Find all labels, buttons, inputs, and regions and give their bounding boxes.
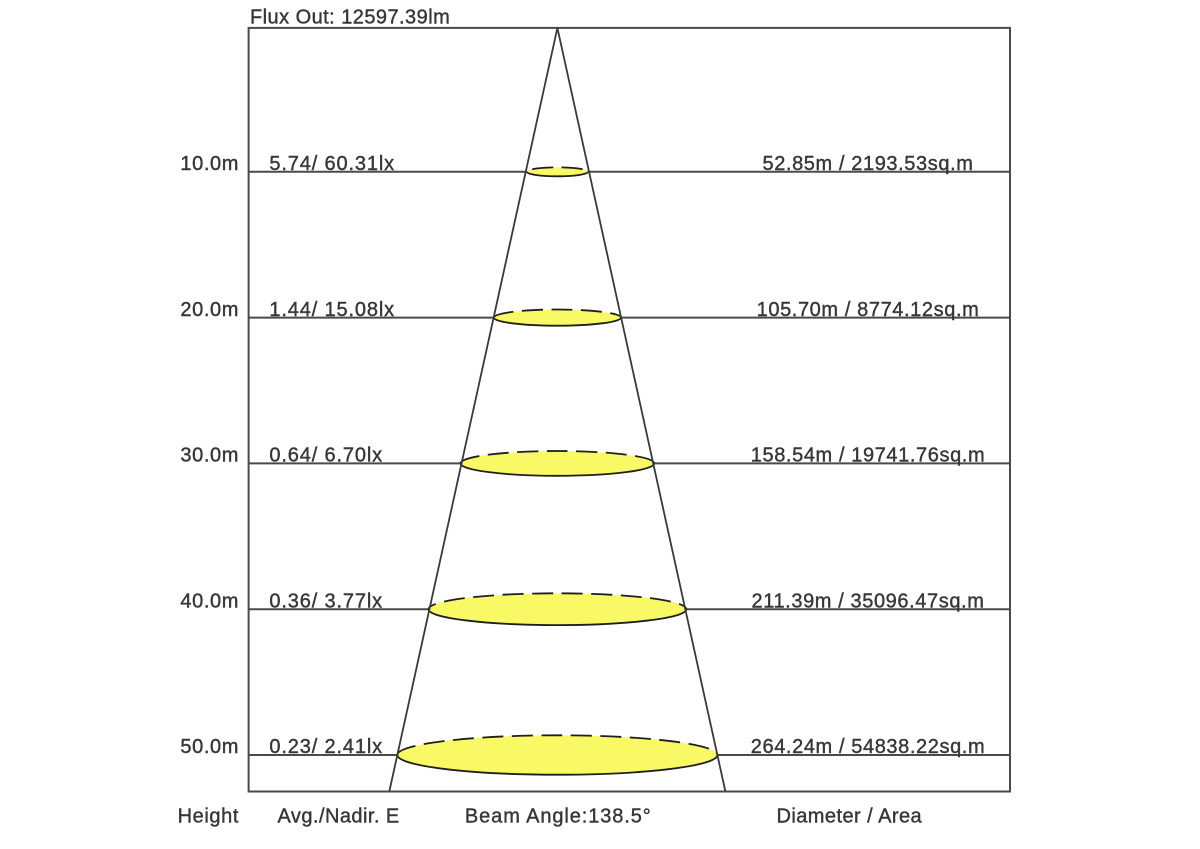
svg-text:10.0m: 10.0m bbox=[180, 153, 239, 175]
svg-text:1.44/ 15.08lx: 1.44/ 15.08lx bbox=[269, 299, 395, 321]
svg-text:Beam Angle:138.5°: Beam Angle:138.5° bbox=[465, 806, 652, 828]
svg-text:0.23/ 2.41lx: 0.23/ 2.41lx bbox=[269, 736, 383, 758]
svg-text:0.64/ 6.70lx: 0.64/ 6.70lx bbox=[269, 445, 383, 467]
svg-text:Avg./Nadir. E: Avg./Nadir. E bbox=[278, 806, 400, 828]
svg-text:52.85m / 2193.53sq.m: 52.85m / 2193.53sq.m bbox=[762, 153, 973, 175]
svg-text:158.54m / 19741.76sq.m: 158.54m / 19741.76sq.m bbox=[751, 445, 985, 467]
svg-text:211.39m / 35096.47sq.m: 211.39m / 35096.47sq.m bbox=[752, 590, 985, 612]
svg-text:Height: Height bbox=[178, 806, 239, 828]
svg-text:Diameter / Area: Diameter / Area bbox=[776, 806, 922, 828]
svg-text:5.74/ 60.31lx: 5.74/ 60.31lx bbox=[269, 153, 395, 175]
svg-text:30.0m: 30.0m bbox=[180, 445, 239, 467]
svg-text:0.36/ 3.77lx: 0.36/ 3.77lx bbox=[269, 590, 383, 612]
svg-text:264.24m / 54838.22sq.m: 264.24m / 54838.22sq.m bbox=[751, 736, 985, 758]
svg-text:105.70m / 8774.12sq.m: 105.70m / 8774.12sq.m bbox=[757, 299, 980, 321]
svg-text:40.0m: 40.0m bbox=[180, 590, 239, 612]
svg-text:Flux Out: 12597.39lm: Flux Out: 12597.39lm bbox=[250, 6, 450, 28]
svg-text:20.0m: 20.0m bbox=[180, 299, 239, 321]
svg-text:50.0m: 50.0m bbox=[180, 736, 239, 758]
